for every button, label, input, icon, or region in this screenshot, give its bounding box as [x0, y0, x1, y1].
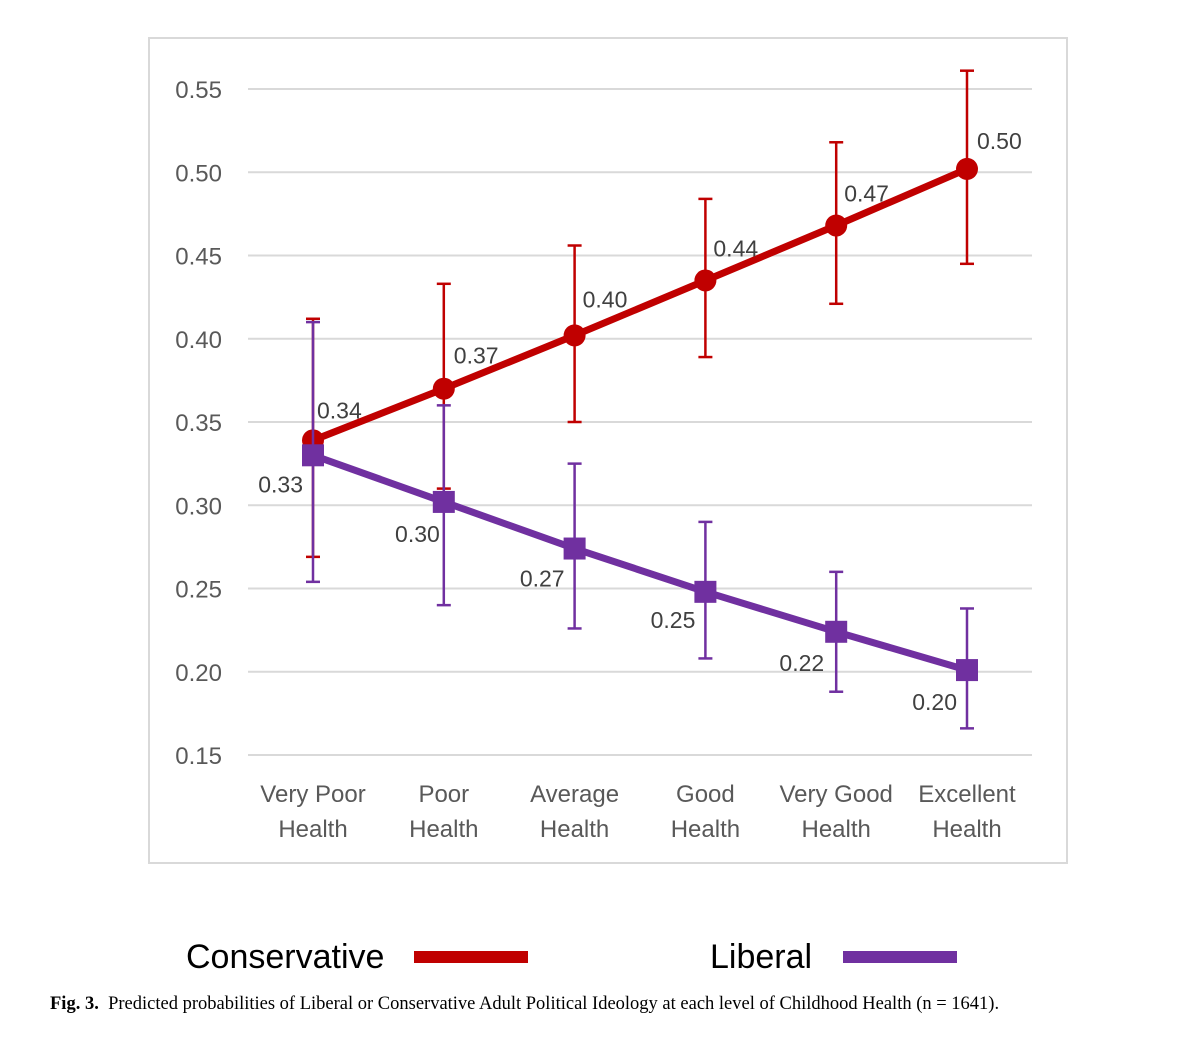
gridlines [248, 88, 1032, 756]
y-tick-label: 0.50 [175, 160, 222, 187]
x-axis-categories: Very Poor Health Poor Health Average Health Go… [260, 781, 1016, 843]
figure-caption: Fig. 3. Predicted probabilities of Liber… [50, 994, 1180, 1015]
x-category-label: Poor [418, 781, 469, 808]
series-line [311, 452, 968, 674]
data-label: 0.34 [317, 397, 362, 423]
data-label: 0.27 [520, 566, 565, 592]
data-point [825, 620, 848, 643]
y-tick-label: 0.20 [175, 660, 222, 687]
y-tick-label: 0.25 [175, 577, 222, 604]
y-tick-label: 0.55 [175, 77, 222, 104]
x-category-label: Health [932, 816, 1001, 843]
legend-item-liberal: Liberal [710, 938, 957, 976]
data-label: 0.44 [713, 235, 758, 261]
legend-label: Conservative [186, 938, 384, 976]
data-point [302, 444, 324, 467]
x-category-label: Health [802, 816, 871, 843]
x-category-label: Average [530, 781, 619, 808]
x-category-label: Health [278, 816, 347, 843]
x-category-label: Excellent [918, 781, 1016, 808]
data-label: 0.25 [651, 607, 696, 633]
data-point [825, 214, 848, 237]
x-category-label: Health [409, 816, 478, 843]
data-point [432, 490, 455, 513]
series: 0.34 0.37 0.40 0.44 0.47 0.50 0.33 0.30 0.27 0.25… [258, 69, 1022, 730]
y-tick-label: 0.15 [175, 743, 222, 770]
legend-label: Liberal [710, 938, 812, 976]
data-point [956, 659, 978, 682]
chart: 0.15 0.20 0.25 0.30 0.35 0.40 0.45 0.50 0.55 Ver… [148, 37, 1068, 976]
y-tick-label: 0.35 [175, 410, 222, 437]
data-point [563, 324, 586, 347]
data-label: 0.33 [258, 471, 303, 497]
x-category-label: Health [540, 816, 609, 843]
x-category-label: Very Poor [260, 781, 365, 808]
series-line [311, 165, 969, 444]
data-point [694, 580, 717, 603]
chart-frame [148, 37, 1068, 864]
data-label: 0.20 [912, 689, 957, 715]
data-point [563, 537, 586, 560]
y-tick-label: 0.30 [175, 493, 222, 520]
data-label: 0.50 [977, 128, 1022, 154]
data-point [956, 157, 978, 180]
y-tick-label: 0.40 [175, 327, 222, 354]
x-category-label: Very Good [779, 781, 892, 808]
data-point [694, 269, 717, 292]
series-conservative: 0.34 0.37 0.40 0.44 0.47 0.50 [302, 69, 1022, 559]
legend: Conservative Liberal [186, 938, 957, 976]
data-point [432, 377, 455, 400]
y-axis-ticks: 0.15 0.20 0.25 0.30 0.35 0.40 0.45 0.50 0.55 [175, 77, 222, 770]
caption-text: Predicted probabilities of Liberal or Co… [108, 994, 1000, 1014]
caption-label: Fig. 3. [50, 994, 99, 1014]
data-label: 0.47 [844, 181, 889, 207]
series-liberal: 0.33 0.30 0.27 0.25 0.22 0.20 [258, 320, 978, 730]
x-category-label: Health [671, 816, 740, 843]
data-label: 0.30 [395, 521, 440, 547]
data-label: 0.22 [779, 650, 824, 676]
data-label: 0.37 [454, 343, 499, 369]
data-label: 0.40 [583, 286, 628, 312]
x-category-label: Good [676, 781, 735, 808]
legend-item-conservative: Conservative [186, 938, 528, 976]
y-tick-label: 0.45 [175, 244, 222, 271]
